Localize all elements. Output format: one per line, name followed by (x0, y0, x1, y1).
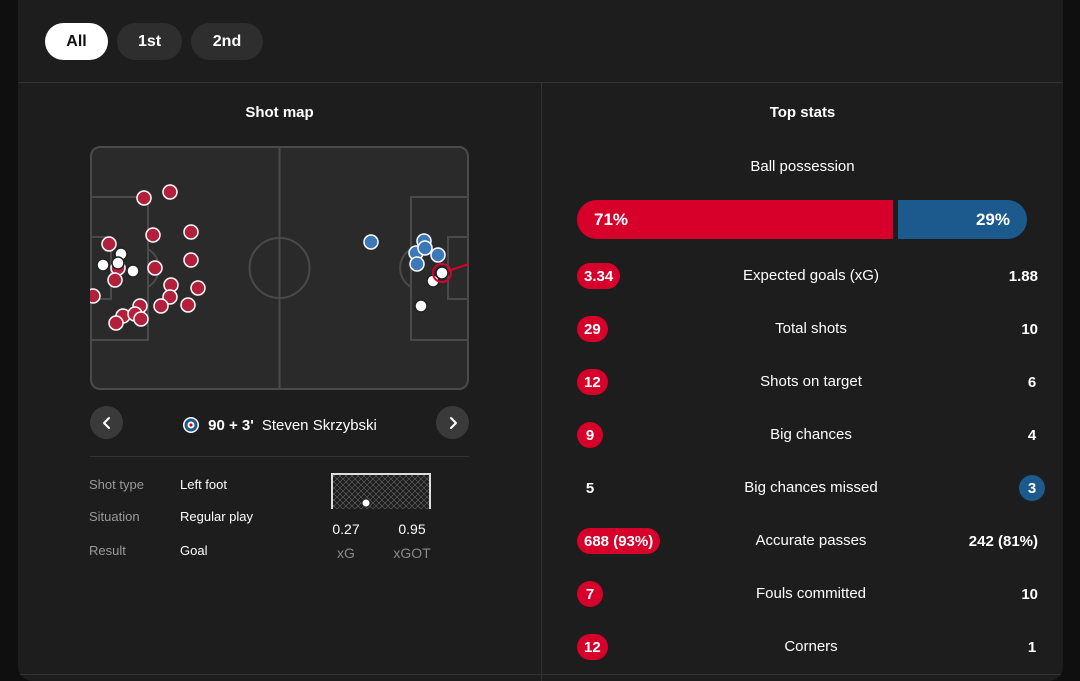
possession-away: 29% (898, 200, 1027, 239)
stat-away-value: 6 (1027, 373, 1037, 391)
stat-home-value: 9 (577, 422, 603, 448)
shot-type-value: Left foot (180, 477, 227, 492)
stat-row: 12 Corners 1 (559, 634, 1063, 664)
xg-value: 0.27 (332, 521, 360, 537)
tab-all[interactable]: All (45, 23, 108, 60)
chevron-right-icon (449, 416, 457, 429)
stat-label: Shots on target (760, 373, 862, 390)
shot-type-label: Shot type (89, 477, 144, 492)
stat-row: 3.34 Expected goals (xG) 1.88 (559, 263, 1063, 293)
team-crest-icon (183, 417, 200, 433)
stat-row: 7 Fouls committed 10 (559, 581, 1063, 611)
possession-home: 71% (577, 200, 893, 239)
stat-away-value: 10 (1021, 320, 1038, 338)
stat-away-value: 242 (81%) (968, 532, 1038, 550)
tab-1st[interactable]: 1st (117, 23, 182, 60)
stat-home-value: 12 (577, 634, 608, 660)
stat-row: 9 Big chances 4 (559, 422, 1063, 452)
stat-home-value: 688 (93%) (577, 528, 661, 554)
tab-2nd[interactable]: 2nd (191, 23, 263, 60)
footer-divider (18, 674, 1063, 675)
stat-away-value: 10 (1021, 585, 1038, 603)
result-value: Goal (180, 543, 208, 558)
result-label: Result (89, 543, 126, 558)
xgot-value: 0.95 (398, 521, 426, 537)
current-shot-header: 90 + 3' Steven Skrzybski (18, 410, 541, 440)
stat-home-value: 7 (577, 581, 603, 607)
possession-label: Ball possession (750, 158, 855, 175)
stat-row: 688 (93%) Accurate passes 242 (81%) (559, 528, 1063, 558)
stat-home-value: 29 (577, 316, 608, 342)
stat-row: 5 Big chances missed 3 (559, 475, 1063, 505)
xgot-label: xGOT (393, 545, 431, 561)
shot-map-title: Shot map (245, 104, 314, 121)
match-stats-card: All 1st 2nd Shot map (18, 0, 1063, 681)
shot-player-name[interactable]: Steven Skrzybski (261, 416, 377, 434)
stat-label: Corners (784, 638, 838, 655)
stat-label: Expected goals (xG) (743, 267, 879, 284)
stat-label: Total shots (775, 320, 847, 337)
stat-home-value: 12 (577, 369, 608, 395)
stat-row: 29 Total shots 10 (559, 316, 1063, 346)
column-divider (541, 83, 542, 681)
home-shots (90, 184, 206, 331)
situation-value: Regular play (180, 509, 253, 524)
chevron-left-icon (102, 416, 110, 429)
stat-home-value: 3.34 (577, 263, 621, 289)
stat-away-value: 3 (1019, 475, 1045, 501)
top-stats-title: Top stats (769, 104, 836, 121)
situation-label: Situation (89, 509, 140, 524)
shot-details-divider (90, 456, 469, 457)
period-tabs: All 1st 2nd (45, 23, 263, 60)
possession-bar: 71% 29% (577, 200, 1027, 239)
stat-label: Big chances (770, 426, 852, 443)
header-divider (18, 82, 1063, 83)
stat-label: Fouls committed (755, 585, 867, 602)
shot-time: 90 + 3' (208, 416, 254, 434)
stat-label: Big chances missed (744, 479, 878, 496)
xg-label: xG (337, 545, 355, 561)
previous-shot-button[interactable] (90, 406, 123, 439)
possession-away-value: 29% (975, 209, 1010, 229)
stat-row: 12 Shots on target 6 (559, 369, 1063, 399)
possession-home-value: 71% (594, 209, 629, 229)
shot-map-pitch[interactable] (90, 146, 469, 390)
stat-home-value: 5 (585, 479, 595, 497)
goal-frame-graphic (331, 473, 431, 509)
stat-away-value: 1.88 (1008, 267, 1038, 285)
stat-away-value: 1 (1027, 638, 1037, 656)
stat-away-value: 4 (1027, 426, 1037, 444)
next-shot-button[interactable] (436, 406, 469, 439)
away-shots (363, 233, 469, 313)
